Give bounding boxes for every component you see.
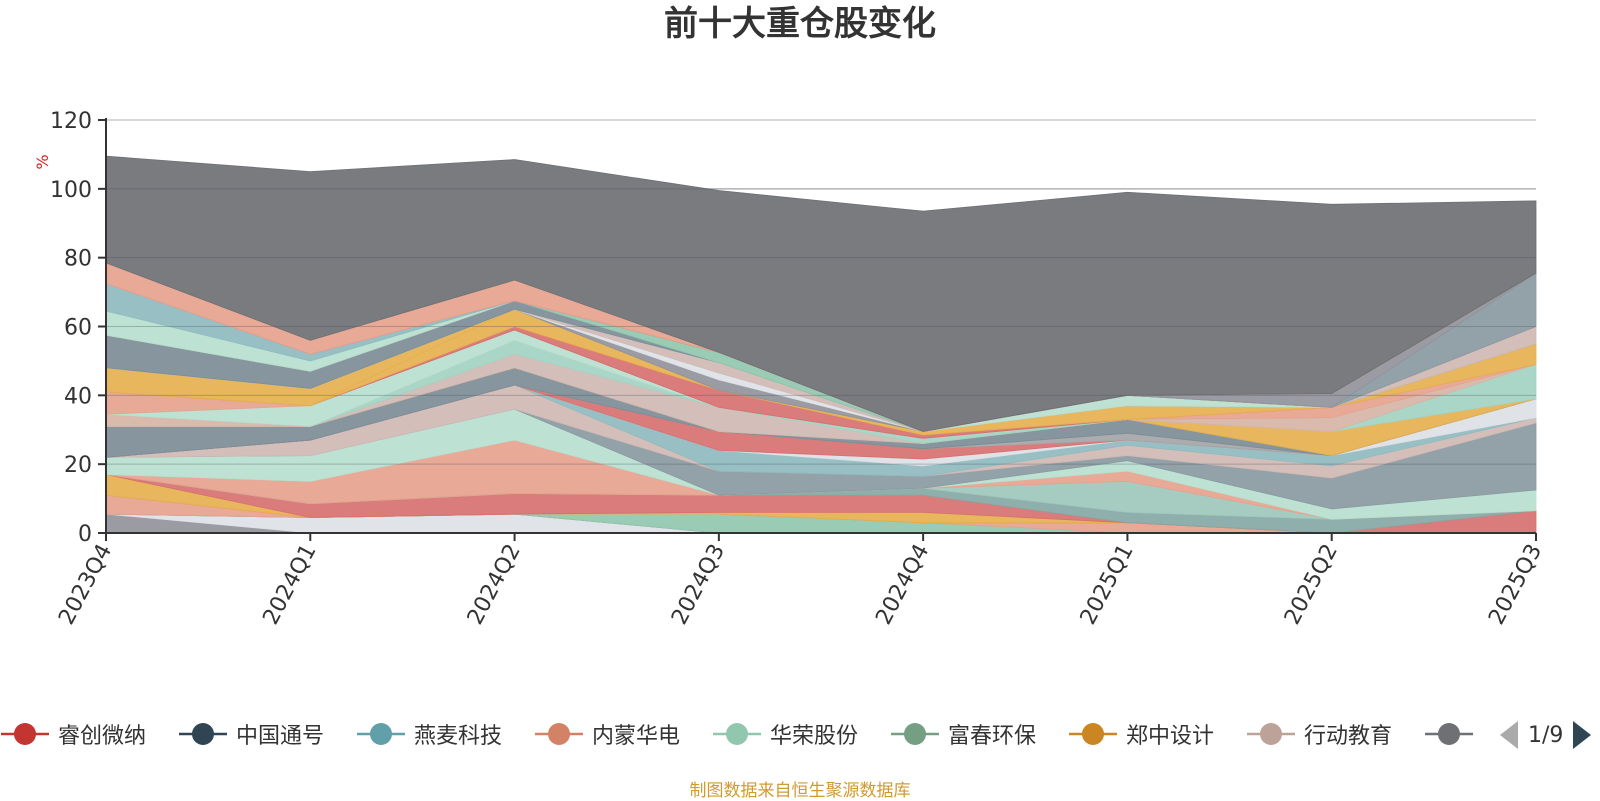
- legend-marker-icon: [891, 723, 939, 745]
- y-tick-label: 20: [64, 453, 92, 478]
- x-tick-label: 2023Q4: [54, 540, 117, 629]
- y-tick-label: 80: [64, 247, 92, 272]
- y-tick-label: 60: [64, 316, 92, 341]
- legend-item[interactable]: 燕麦科技: [356, 714, 502, 754]
- legend-label: 中国通号: [236, 724, 325, 749]
- x-tick-label: 2025Q3: [1484, 540, 1547, 629]
- legend-marker-icon: [1247, 723, 1295, 745]
- x-tick-label: 2025Q1: [1076, 540, 1139, 629]
- y-tick-label: 0: [78, 522, 92, 547]
- source-note: 制图数据来自恒生聚源数据库: [689, 781, 911, 801]
- legend-item[interactable]: 睿创微纳: [0, 714, 146, 754]
- y-axis-unit-label: %: [33, 154, 52, 169]
- legend-pager: 1/9: [1500, 718, 1592, 752]
- y-tick-label: 100: [50, 178, 92, 203]
- legend-marker-icon: [179, 723, 227, 745]
- legend-label: 睿创微纳: [58, 724, 147, 749]
- legend-label: 郑中设计: [1126, 724, 1215, 749]
- legend-item[interactable]: 行动教育: [1246, 714, 1392, 754]
- x-tick-label: 2024Q1: [259, 540, 322, 629]
- legend-marker-icon: [535, 723, 583, 745]
- legend-marker-icon: [1069, 723, 1117, 745]
- x-tick-label: 2024Q3: [667, 540, 730, 629]
- legend-item[interactable]: 郑中设计: [1068, 714, 1214, 754]
- legend-label: 内蒙华电: [592, 724, 681, 749]
- legend-item[interactable]: 中国通号: [178, 714, 324, 754]
- y-tick-label: 120: [50, 109, 92, 134]
- legend-page-indicator: 1/9: [1528, 722, 1564, 748]
- legend-item[interactable]: 华荣股份: [712, 714, 858, 754]
- chart-title: 前十大重仓股变化: [664, 4, 936, 44]
- legend-marker-icon: [713, 723, 761, 745]
- x-tick-label: 2024Q4: [871, 540, 934, 629]
- legend-label: 富春环保: [948, 724, 1037, 749]
- area-series-52: [105, 155, 1537, 432]
- y-tick-label: 40: [64, 384, 92, 409]
- legend-label: 华荣股份: [770, 724, 859, 749]
- legend-marker-icon: [1425, 723, 1473, 745]
- legend-item[interactable]: 内蒙华电: [534, 714, 680, 754]
- legend-item[interactable]: 富春环保: [890, 714, 1036, 754]
- legend: 睿创微纳 中国通号 燕麦科技 内蒙华电 华荣股份 富春环保 郑中设计 行动教育 氵: [0, 714, 1475, 754]
- stacked-areas: [105, 155, 1537, 534]
- legend-item[interactable]: 氵: [1424, 714, 1475, 754]
- legend-label: 行动教育: [1304, 724, 1393, 749]
- x-tick-label: 2025Q2: [1280, 540, 1343, 629]
- legend-marker-icon: [357, 723, 405, 745]
- legend-prev-page-button[interactable]: [1500, 721, 1518, 749]
- legend-label: 燕麦科技: [414, 724, 503, 749]
- x-tick-label: 2024Q2: [463, 540, 526, 629]
- legend-next-page-button[interactable]: [1573, 721, 1592, 749]
- legend-marker-icon: [1, 723, 49, 745]
